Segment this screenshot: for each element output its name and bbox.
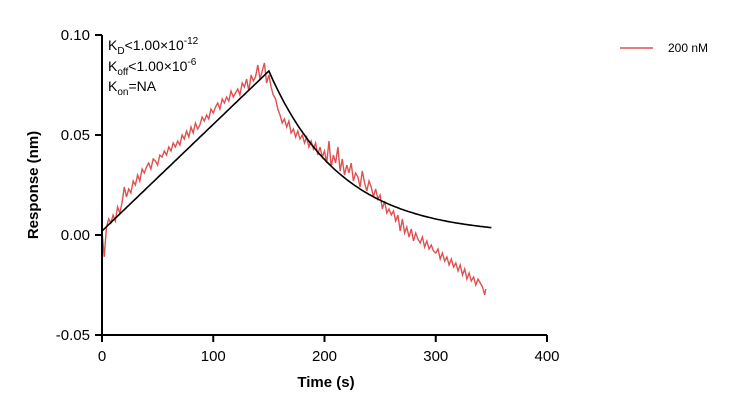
koff-main: K [108, 58, 118, 74]
kon-rest: =NA [128, 78, 156, 94]
kd-main: K [108, 37, 118, 53]
koff-rest: <1.00×10 [128, 58, 187, 74]
plot-area [101, 62, 492, 296]
legend-label-200nM: 200 nM [668, 41, 708, 55]
series-line-200nM [101, 62, 487, 296]
y-axis-title: Response (nm) [25, 131, 42, 239]
x-tick-label: 200 [312, 348, 337, 365]
kd-sub: D [117, 46, 124, 57]
y-tick-group: -0.05 0.00 0.05 0.10 [56, 27, 102, 344]
y-tick-label: 0.05 [61, 127, 90, 144]
x-tick-group: 0 100 200 300 400 [98, 335, 560, 365]
x-tick-label: 300 [423, 348, 448, 365]
kd-sup: -12 [184, 36, 199, 47]
x-axis-title: Time (s) [297, 374, 354, 391]
kd-annotation: KD<1.00×10-12 [108, 36, 199, 57]
x-tick-label: 100 [201, 348, 226, 365]
y-tick-label: 0.00 [61, 227, 90, 244]
koff-annotation: Koff<1.00×10-6 [108, 57, 197, 78]
y-tick-label: 0.10 [61, 27, 90, 44]
legend: 200 nM [620, 41, 708, 55]
kon-annotation: Kon=NA [108, 78, 157, 98]
kon-main: K [108, 78, 118, 94]
kd-rest: <1.00×10 [125, 37, 184, 53]
koff-sub: off [117, 67, 128, 78]
fit-curve [101, 69, 492, 232]
koff-sup: -6 [187, 57, 196, 68]
y-tick-label: -0.05 [56, 327, 90, 344]
kon-sub: on [117, 87, 128, 98]
x-tick-label: 0 [98, 348, 106, 365]
x-tick-label: 400 [534, 348, 559, 365]
